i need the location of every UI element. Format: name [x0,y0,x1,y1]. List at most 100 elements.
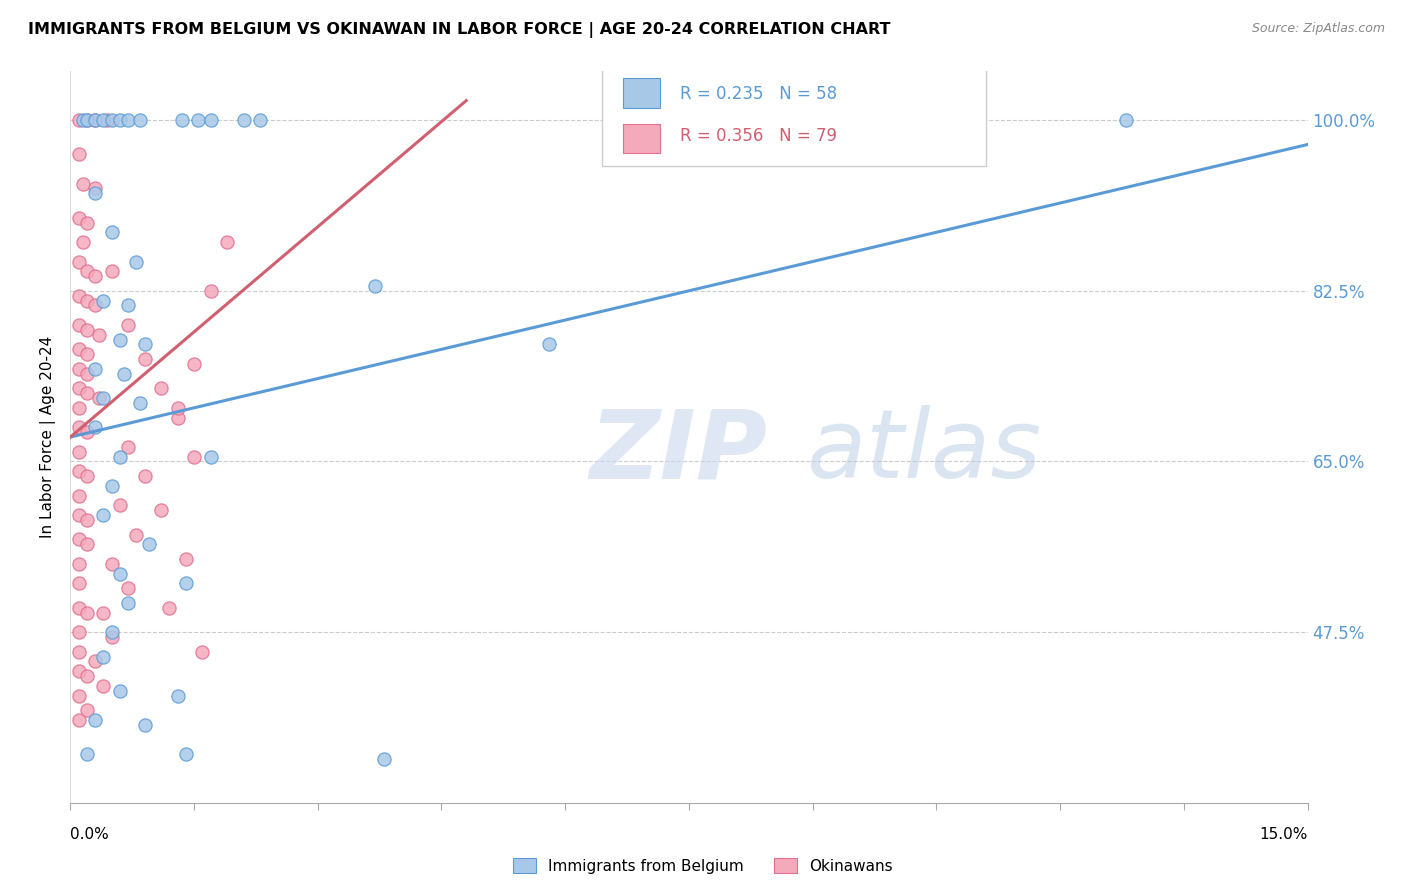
Point [67,489,90,503]
Point [96,113,118,128]
Point [89,327,111,342]
Point [67,508,90,522]
Text: 0.0%: 0.0% [70,827,110,842]
FancyBboxPatch shape [602,64,986,167]
Point [108,333,131,347]
Point [232,113,254,128]
Point [76,323,98,337]
Point [84,420,107,434]
FancyBboxPatch shape [623,124,661,153]
Point [67,420,90,434]
Point [76,113,98,128]
Point [76,215,98,229]
Point [67,533,90,547]
Point [174,576,197,591]
Point [67,689,90,703]
Point [91,606,114,620]
Point [67,381,90,395]
Point [364,279,387,293]
Point [67,444,90,458]
Point [620,113,643,128]
Point [91,293,114,308]
Point [150,381,173,395]
Point [125,527,148,541]
Point [91,649,114,664]
Point [76,747,98,761]
Point [117,318,139,332]
Text: R = 0.235   N = 58: R = 0.235 N = 58 [681,86,838,103]
Point [134,469,156,483]
Point [67,361,90,376]
Point [67,254,90,268]
Text: atlas: atlas [807,405,1042,499]
Point [170,113,193,128]
Point [67,464,90,478]
Point [67,576,90,591]
Point [117,298,139,312]
Point [84,113,107,128]
Point [200,284,222,298]
Text: ZIP: ZIP [591,405,768,499]
Point [76,367,98,381]
Point [67,557,90,571]
Point [249,113,271,128]
Point [200,113,222,128]
Point [108,113,131,128]
Point [129,396,152,410]
Point [67,318,90,332]
Point [84,269,107,284]
Text: 15.0%: 15.0% [1260,827,1308,842]
Text: Source: ZipAtlas.com: Source: ZipAtlas.com [1251,22,1385,36]
Point [112,367,135,381]
Point [84,186,107,201]
Point [108,683,131,698]
Point [84,298,107,312]
Point [537,337,560,351]
Point [67,288,90,302]
Point [108,499,131,513]
Point [91,391,114,405]
Point [67,113,90,128]
Point [166,689,188,703]
Point [76,347,98,361]
Point [67,645,90,659]
FancyBboxPatch shape [623,78,661,108]
Point [91,113,114,128]
Point [108,450,131,464]
Point [76,669,98,683]
Point [84,361,107,376]
Point [76,113,98,128]
Point [76,386,98,401]
Point [84,113,107,128]
Point [129,113,152,128]
Point [183,450,205,464]
Point [67,343,90,357]
Point [191,645,214,659]
Point [166,410,188,425]
Point [183,357,205,371]
Point [76,537,98,551]
Point [100,225,122,239]
Point [117,581,139,595]
Point [117,440,139,454]
Point [373,752,395,766]
Point [67,147,90,161]
Point [174,552,197,566]
Point [67,211,90,225]
Point [67,600,90,615]
Point [72,113,94,128]
Point [76,606,98,620]
Point [100,557,122,571]
Point [138,537,160,551]
Legend: Immigrants from Belgium, Okinawans: Immigrants from Belgium, Okinawans [506,852,900,880]
Point [157,600,180,615]
Point [125,254,148,268]
Point [117,113,139,128]
Point [76,425,98,440]
Point [1115,113,1137,128]
Text: R = 0.356   N = 79: R = 0.356 N = 79 [681,128,838,145]
Point [100,264,122,278]
Point [91,679,114,693]
Point [166,401,188,415]
Point [76,293,98,308]
